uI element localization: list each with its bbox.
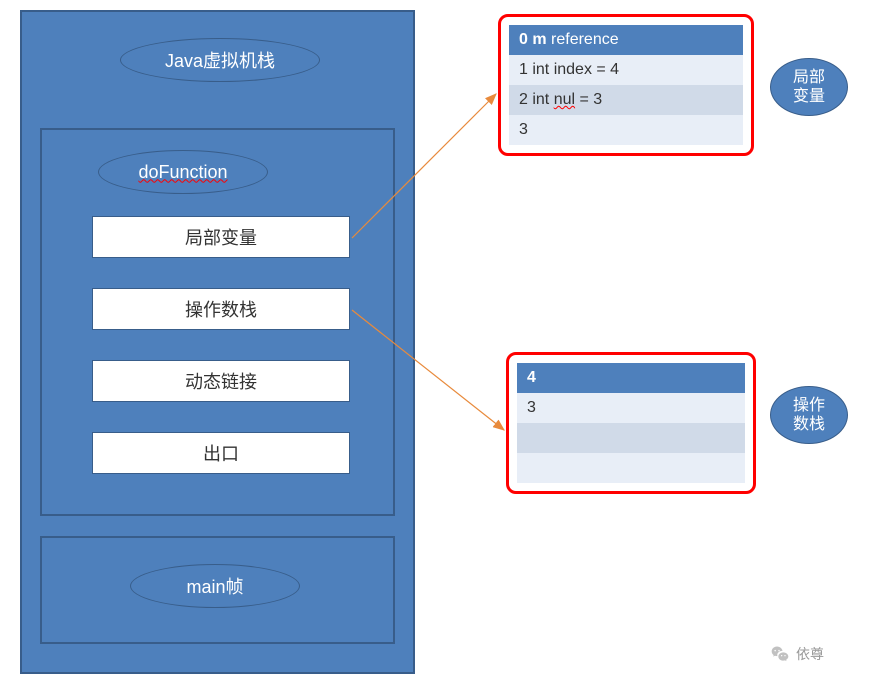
- frame-item-label: 出口: [203, 440, 239, 466]
- row-text: 2 int nul = 3: [519, 91, 602, 108]
- wechat-watermark: 依尊: [770, 644, 824, 664]
- local-vars-row: 2 int nul = 3: [509, 85, 743, 115]
- operand-stack-label-text: 操作 数栈: [793, 396, 825, 434]
- frame-item-label: 操作数栈: [185, 296, 257, 322]
- main-frame-title: main帧: [130, 564, 300, 608]
- row-text: 3: [527, 399, 536, 416]
- operand-header: 4: [517, 363, 745, 393]
- main-frame-title-text: main帧: [186, 573, 243, 599]
- operand-stack-table: 4 3: [506, 352, 756, 494]
- frame-title-text: doFunction: [138, 162, 227, 183]
- header-prefix: 0 m: [519, 31, 551, 48]
- local-vars-row: 3: [509, 115, 743, 145]
- jvm-stack-title-text: Java虚拟机栈: [165, 47, 275, 73]
- frame-item-local-vars: 局部变量: [92, 216, 350, 258]
- frame-item-dynamic-link: 动态链接: [92, 360, 350, 402]
- jvm-stack-title: Java虚拟机栈: [120, 38, 320, 82]
- frame-item-operand-stack: 操作数栈: [92, 288, 350, 330]
- frame-item-label: 局部变量: [185, 224, 257, 250]
- operand-row: 3: [517, 393, 745, 423]
- operand-row: [517, 423, 745, 453]
- wechat-name: 依尊: [796, 644, 824, 664]
- local-vars-table: 0 m reference 1 int index = 4 2 int nul …: [498, 14, 754, 156]
- local-vars-label-text: 局部 变量: [793, 68, 825, 106]
- local-vars-row: 1 int index = 4: [509, 55, 743, 85]
- wechat-icon: [770, 644, 790, 664]
- row-text: 1 int index = 4: [519, 61, 619, 78]
- local-vars-label: 局部 变量: [770, 58, 848, 116]
- local-vars-header: 0 m reference: [509, 25, 743, 55]
- row-text: 3: [519, 121, 528, 138]
- frame-item-label: 动态链接: [185, 368, 257, 394]
- frame-title: doFunction: [98, 150, 268, 194]
- frame-item-exit: 出口: [92, 432, 350, 474]
- header-text: 4: [527, 369, 536, 386]
- operand-row: [517, 453, 745, 483]
- header-text: reference: [551, 31, 619, 48]
- operand-stack-label: 操作 数栈: [770, 386, 848, 444]
